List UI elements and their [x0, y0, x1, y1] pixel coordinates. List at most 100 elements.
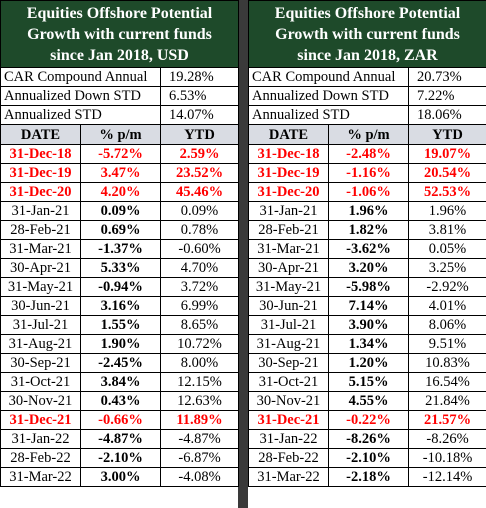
- date-cell: 31-Mar-21: [0, 239, 81, 259]
- data-row: 31-Jan-21 0.09% 0.09%: [0, 201, 240, 221]
- date-cell: 28-Feb-22: [248, 448, 329, 468]
- pm-cell: -4.87%: [80, 429, 161, 449]
- pm-cell: -5.98%: [328, 277, 409, 297]
- data-row: 31-Dec-20 4.20% 45.46%: [0, 182, 240, 202]
- pm-cell: 3.20%: [328, 258, 409, 278]
- ytd-cell: -10.18%: [407, 448, 486, 468]
- date-cell: 30-Sep-21: [248, 353, 329, 373]
- column-header: YTD: [407, 124, 486, 145]
- column-header: YTD: [159, 124, 240, 145]
- pm-cell: 1.34%: [328, 334, 409, 354]
- stat-value: 6.53%: [159, 86, 240, 106]
- pm-cell: -5.72%: [80, 144, 161, 164]
- stat-label: Annualized Down STD: [248, 86, 409, 106]
- stat-row: Annualized STD 14.07%: [0, 105, 240, 125]
- title-line: Equities Offshore Potential: [274, 4, 461, 22]
- pm-cell: 1.55%: [80, 315, 161, 335]
- ytd-cell: 4.01%: [407, 296, 486, 316]
- stat-value: 7.22%: [407, 86, 486, 106]
- pm-cell: 3.16%: [80, 296, 161, 316]
- pm-cell: 3.47%: [80, 163, 161, 183]
- stat-value: 14.07%: [159, 105, 240, 125]
- pm-cell: 1.96%: [328, 201, 409, 221]
- data-row: 31-Oct-21 5.15% 16.54%: [248, 372, 486, 392]
- pm-cell: -1.06%: [328, 182, 409, 202]
- ytd-cell: 19.07%: [407, 144, 486, 164]
- stat-label: Annualized STD: [0, 105, 161, 125]
- ytd-cell: -6.87%: [159, 448, 240, 468]
- data-row: 31-Mar-22 -2.18% -12.14%: [248, 467, 486, 487]
- title-line: Growth with current funds: [27, 25, 212, 43]
- ytd-cell: 12.63%: [159, 391, 240, 411]
- date-cell: 28-Feb-22: [0, 448, 81, 468]
- stat-row: Annualized Down STD 6.53%: [0, 86, 240, 106]
- date-cell: 30-Apr-21: [248, 258, 329, 278]
- stat-value: 19.28%: [159, 67, 240, 87]
- date-cell: 30-Sep-21: [0, 353, 81, 373]
- pm-cell: 5.15%: [328, 372, 409, 392]
- ytd-cell: 2.59%: [159, 144, 240, 164]
- stat-row: Annualized Down STD 7.22%: [248, 86, 486, 106]
- pm-cell: -1.16%: [328, 163, 409, 183]
- stat-label: Annualized Down STD: [0, 86, 161, 106]
- ytd-cell: 52.53%: [407, 182, 486, 202]
- pm-cell: 3.90%: [328, 315, 409, 335]
- data-row: 31-Dec-18 -5.72% 2.59%: [0, 144, 240, 164]
- date-cell: 30-Nov-21: [248, 391, 329, 411]
- date-cell: 31-Aug-21: [248, 334, 329, 354]
- pm-cell: 7.14%: [328, 296, 409, 316]
- ytd-cell: 21.57%: [407, 410, 486, 430]
- pm-cell: -8.26%: [328, 429, 409, 449]
- pm-cell: -2.10%: [80, 448, 161, 468]
- stat-row: Annualized STD 18.06%: [248, 105, 486, 125]
- ytd-cell: -12.14%: [407, 467, 486, 487]
- column-header: DATE: [0, 124, 81, 145]
- column-header-row: DATE% p/m YTD: [248, 124, 486, 145]
- ytd-cell: 8.65%: [159, 315, 240, 335]
- ytd-cell: 0.05%: [407, 239, 486, 259]
- date-cell: 31-Dec-19: [248, 163, 329, 183]
- date-cell: 31-Dec-20: [0, 182, 81, 202]
- pm-cell: 0.09%: [80, 201, 161, 221]
- pm-cell: -2.45%: [80, 353, 161, 373]
- data-table: Equities Offshore Potential Growth with c…: [247, 0, 486, 487]
- pm-cell: 0.43%: [80, 391, 161, 411]
- pm-cell: -2.18%: [328, 467, 409, 487]
- date-cell: 30-Nov-21: [0, 391, 81, 411]
- pm-cell: 1.20%: [328, 353, 409, 373]
- data-row: 31-Dec-19 -1.16% 20.54%: [248, 163, 486, 183]
- pm-cell: -2.48%: [328, 144, 409, 164]
- column-header-row: DATE% p/m YTD: [0, 124, 240, 145]
- pm-cell: 5.33%: [80, 258, 161, 278]
- stat-value: 20.73%: [407, 67, 486, 87]
- date-cell: 31-Jul-21: [248, 315, 329, 335]
- ytd-cell: -4.08%: [159, 467, 240, 487]
- title-line: since Jan 2018, USD: [50, 46, 189, 64]
- column-header: % p/m: [80, 124, 161, 145]
- title-line: Growth with current funds: [275, 25, 460, 43]
- data-row: 30-Apr-21 5.33% 4.70%: [0, 258, 240, 278]
- pm-cell: -0.94%: [80, 277, 161, 297]
- ytd-cell: 0.78%: [159, 220, 240, 240]
- stat-label: CAR Compound Annual: [0, 67, 161, 87]
- ytd-cell: 9.51%: [407, 334, 486, 354]
- usd-panel: Equities Offshore Potential Growth with c…: [0, 0, 240, 508]
- date-cell: 31-Oct-21: [0, 372, 81, 392]
- title-row: Equities Offshore Potential Growth with c…: [0, 0, 240, 68]
- data-row: 30-Jun-21 3.16% 6.99%: [0, 296, 240, 316]
- data-row: 31-Dec-20 -1.06% 52.53%: [248, 182, 486, 202]
- data-row: 31-May-21 -5.98% -2.92%: [248, 277, 486, 297]
- date-cell: 31-Dec-21: [0, 410, 81, 430]
- pm-cell: 1.90%: [80, 334, 161, 354]
- date-cell: 31-Dec-18: [0, 144, 81, 164]
- stat-label: CAR Compound Annual: [248, 67, 409, 87]
- stat-label: Annualized STD: [248, 105, 409, 125]
- pm-cell: -1.37%: [80, 239, 161, 259]
- date-cell: 31-Oct-21: [248, 372, 329, 392]
- panel-title: Equities Offshore Potential Growth with c…: [247, 0, 486, 68]
- title-row: Equities Offshore Potential Growth with c…: [247, 0, 486, 68]
- ytd-cell: 45.46%: [159, 182, 240, 202]
- date-cell: 31-Dec-18: [248, 144, 329, 164]
- ytd-cell: -2.92%: [407, 277, 486, 297]
- data-row: 28-Feb-22 -2.10% -6.87%: [0, 448, 240, 468]
